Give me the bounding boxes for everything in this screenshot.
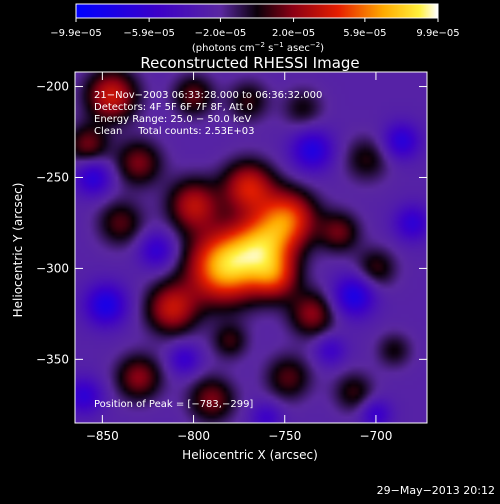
- x-tick-label: −850: [86, 429, 119, 443]
- heatmap-image: [75, 72, 427, 423]
- plot-frame: [74, 71, 428, 424]
- annotation-energy-range: Energy Range: 25.0 − 50.0 keV: [94, 114, 251, 125]
- y-tick-label: −250: [36, 170, 69, 184]
- x-tick-label: −800: [177, 429, 210, 443]
- colorbar-tick-label: −2.0e−05: [195, 28, 247, 39]
- y-tick-label: −300: [36, 261, 69, 275]
- y-axis-label: Heliocentric Y (arcsec): [11, 183, 25, 318]
- x-tick-label: −750: [268, 429, 301, 443]
- annotation-detectors: Detectors: 4F 5F 6F 7F 8F, Att 0: [94, 102, 253, 113]
- colorbar-gradient: [76, 4, 438, 18]
- chart-title: Reconstructed RHESSI Image: [140, 54, 359, 72]
- y-axis-ticks: −200 −250 −300 −350: [36, 80, 427, 366]
- footer-date: 29−May−2013 20:12: [377, 484, 495, 497]
- y-tick-label: −350: [36, 352, 69, 366]
- colorbar-tick-label: 9.9e−05: [416, 28, 459, 39]
- x-axis-ticks: −850 −800 −750 −700: [86, 72, 392, 443]
- colorbar-frame: [75, 3, 439, 19]
- colorbar-tick-label: −9.9e−05: [50, 28, 102, 39]
- x-tick-label: −700: [359, 429, 392, 443]
- colorbar-tick-label: 5.9e−05: [343, 28, 386, 39]
- peak-position-label: Position of Peak = [−783,−299]: [94, 399, 253, 410]
- y-tick-label: −200: [36, 80, 69, 94]
- annotation-clean-counts: Clean Total counts: 2.53E+03: [94, 126, 254, 137]
- colorbar: −9.9e−05 −5.9e−05 −2.0e−05 2.0e−05 5.9e−05 9.…: [50, 3, 460, 54]
- annotation-block: 21−Nov−2003 06:33:28.000 to 06:36:32.000…: [94, 90, 322, 137]
- colorbar-tick-label: −5.9e−05: [123, 28, 175, 39]
- annotation-time-range: 21−Nov−2003 06:33:28.000 to 06:36:32.000: [94, 90, 322, 101]
- x-axis-label: Heliocentric X (arcsec): [182, 448, 318, 462]
- colorbar-tick-label: 2.0e−05: [272, 28, 315, 39]
- colorbar-ticks: −9.9e−05 −5.9e−05 −2.0e−05 2.0e−05 5.9e−05 9.…: [50, 18, 460, 39]
- colorbar-unit: (photons cm−2 s−1 asec−2): [192, 41, 324, 54]
